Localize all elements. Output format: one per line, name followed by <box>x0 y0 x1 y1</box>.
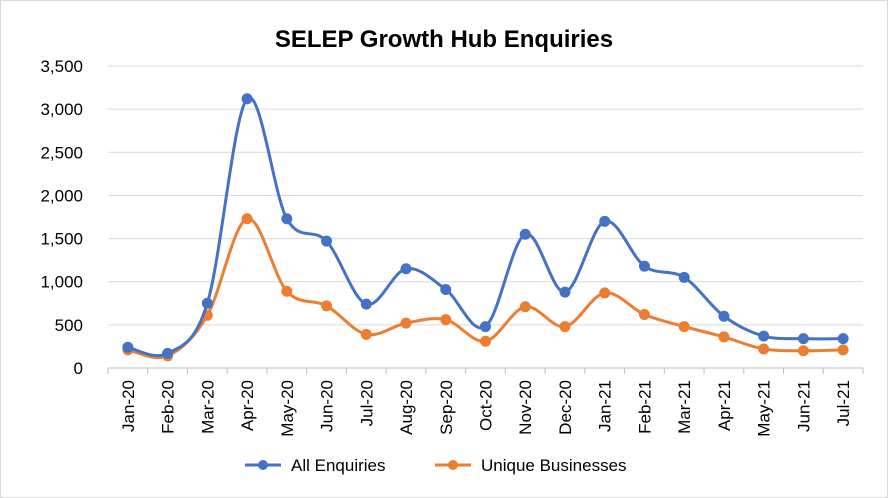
data-point <box>360 298 372 310</box>
legend-item: All Enquiries <box>245 456 386 475</box>
data-point <box>241 213 253 225</box>
data-point <box>837 333 849 345</box>
data-point <box>638 309 650 321</box>
y-tick-label: 2,500 <box>40 143 83 162</box>
x-tick-label: Mar-21 <box>675 380 694 434</box>
x-tick-label: Jun-20 <box>318 380 337 432</box>
x-tick-label: Apr-20 <box>238 380 257 431</box>
data-point <box>718 310 730 322</box>
x-tick-label: Oct-20 <box>477 380 496 431</box>
x-tick-label: Jan-20 <box>119 380 138 432</box>
x-tick-label: Mar-20 <box>198 380 217 434</box>
data-point <box>678 271 690 283</box>
y-tick-label: 0 <box>74 359 83 378</box>
legend-label: All Enquiries <box>291 456 386 475</box>
series-line <box>127 96 844 358</box>
y-tick-label: 2,000 <box>40 186 83 205</box>
data-point <box>321 235 333 247</box>
x-tick-label: Jul-21 <box>834 380 853 426</box>
x-tick-label: May-21 <box>755 380 774 437</box>
y-tick-label: 500 <box>55 316 83 335</box>
data-point <box>321 300 333 312</box>
y-tick-label: 3,500 <box>40 57 83 76</box>
y-tick-label: 1,500 <box>40 230 83 249</box>
x-tick-label: Apr-21 <box>715 380 734 431</box>
x-tick-label: May-20 <box>278 380 297 437</box>
x-tick-label: Dec-20 <box>556 380 575 435</box>
data-point <box>281 213 293 225</box>
data-point <box>758 343 770 355</box>
data-point <box>241 93 253 105</box>
data-point <box>519 228 531 240</box>
series <box>122 93 849 362</box>
gridlines <box>108 65 863 326</box>
data-point <box>440 283 452 295</box>
data-point <box>678 321 690 333</box>
x-tick-label: Jul-20 <box>357 380 376 426</box>
data-point <box>281 285 293 297</box>
data-point <box>559 321 571 333</box>
legend-item: Unique Businesses <box>435 456 627 475</box>
data-point <box>400 317 412 329</box>
y-tick-label: 3,000 <box>40 100 83 119</box>
data-point <box>440 314 452 326</box>
x-tick-label: Sep-20 <box>437 380 456 435</box>
data-point <box>480 321 491 333</box>
data-point <box>599 215 611 227</box>
chart-title: SELEP Growth Hub Enquiries <box>275 26 613 53</box>
x-tick-label: Feb-21 <box>635 380 654 434</box>
data-point <box>797 345 809 357</box>
x-tick-label: Aug-20 <box>397 380 416 435</box>
series-all-enquiries <box>122 93 849 359</box>
data-point <box>797 333 809 345</box>
axes: 0 500 1,000 1,500 2,000 2,500 3,000 3,500 Jan-20… <box>40 57 864 437</box>
data-point <box>519 301 531 313</box>
data-point <box>122 341 134 353</box>
data-point <box>400 263 412 275</box>
data-point <box>758 330 770 342</box>
x-tick-label: Feb-20 <box>159 380 178 434</box>
data-point <box>837 344 849 356</box>
x-tick-label: Jan-21 <box>596 380 615 432</box>
data-point <box>559 286 571 298</box>
x-tick-label: Jun-21 <box>794 380 813 432</box>
data-point <box>201 297 213 309</box>
y-tick-label: 1,000 <box>40 273 83 292</box>
legend-label: Unique Businesses <box>481 456 627 475</box>
legend: All Enquiries Unique Businesses <box>245 456 627 475</box>
data-point <box>480 335 491 347</box>
data-point <box>599 287 611 299</box>
x-tick-label: Nov-20 <box>516 380 535 435</box>
data-point <box>162 347 174 359</box>
data-point <box>638 260 650 272</box>
legend-swatch-marker <box>448 460 458 470</box>
data-point <box>718 331 730 343</box>
series-unique-businesses <box>122 213 849 362</box>
legend-swatch-marker <box>258 460 268 470</box>
data-point <box>360 328 372 340</box>
